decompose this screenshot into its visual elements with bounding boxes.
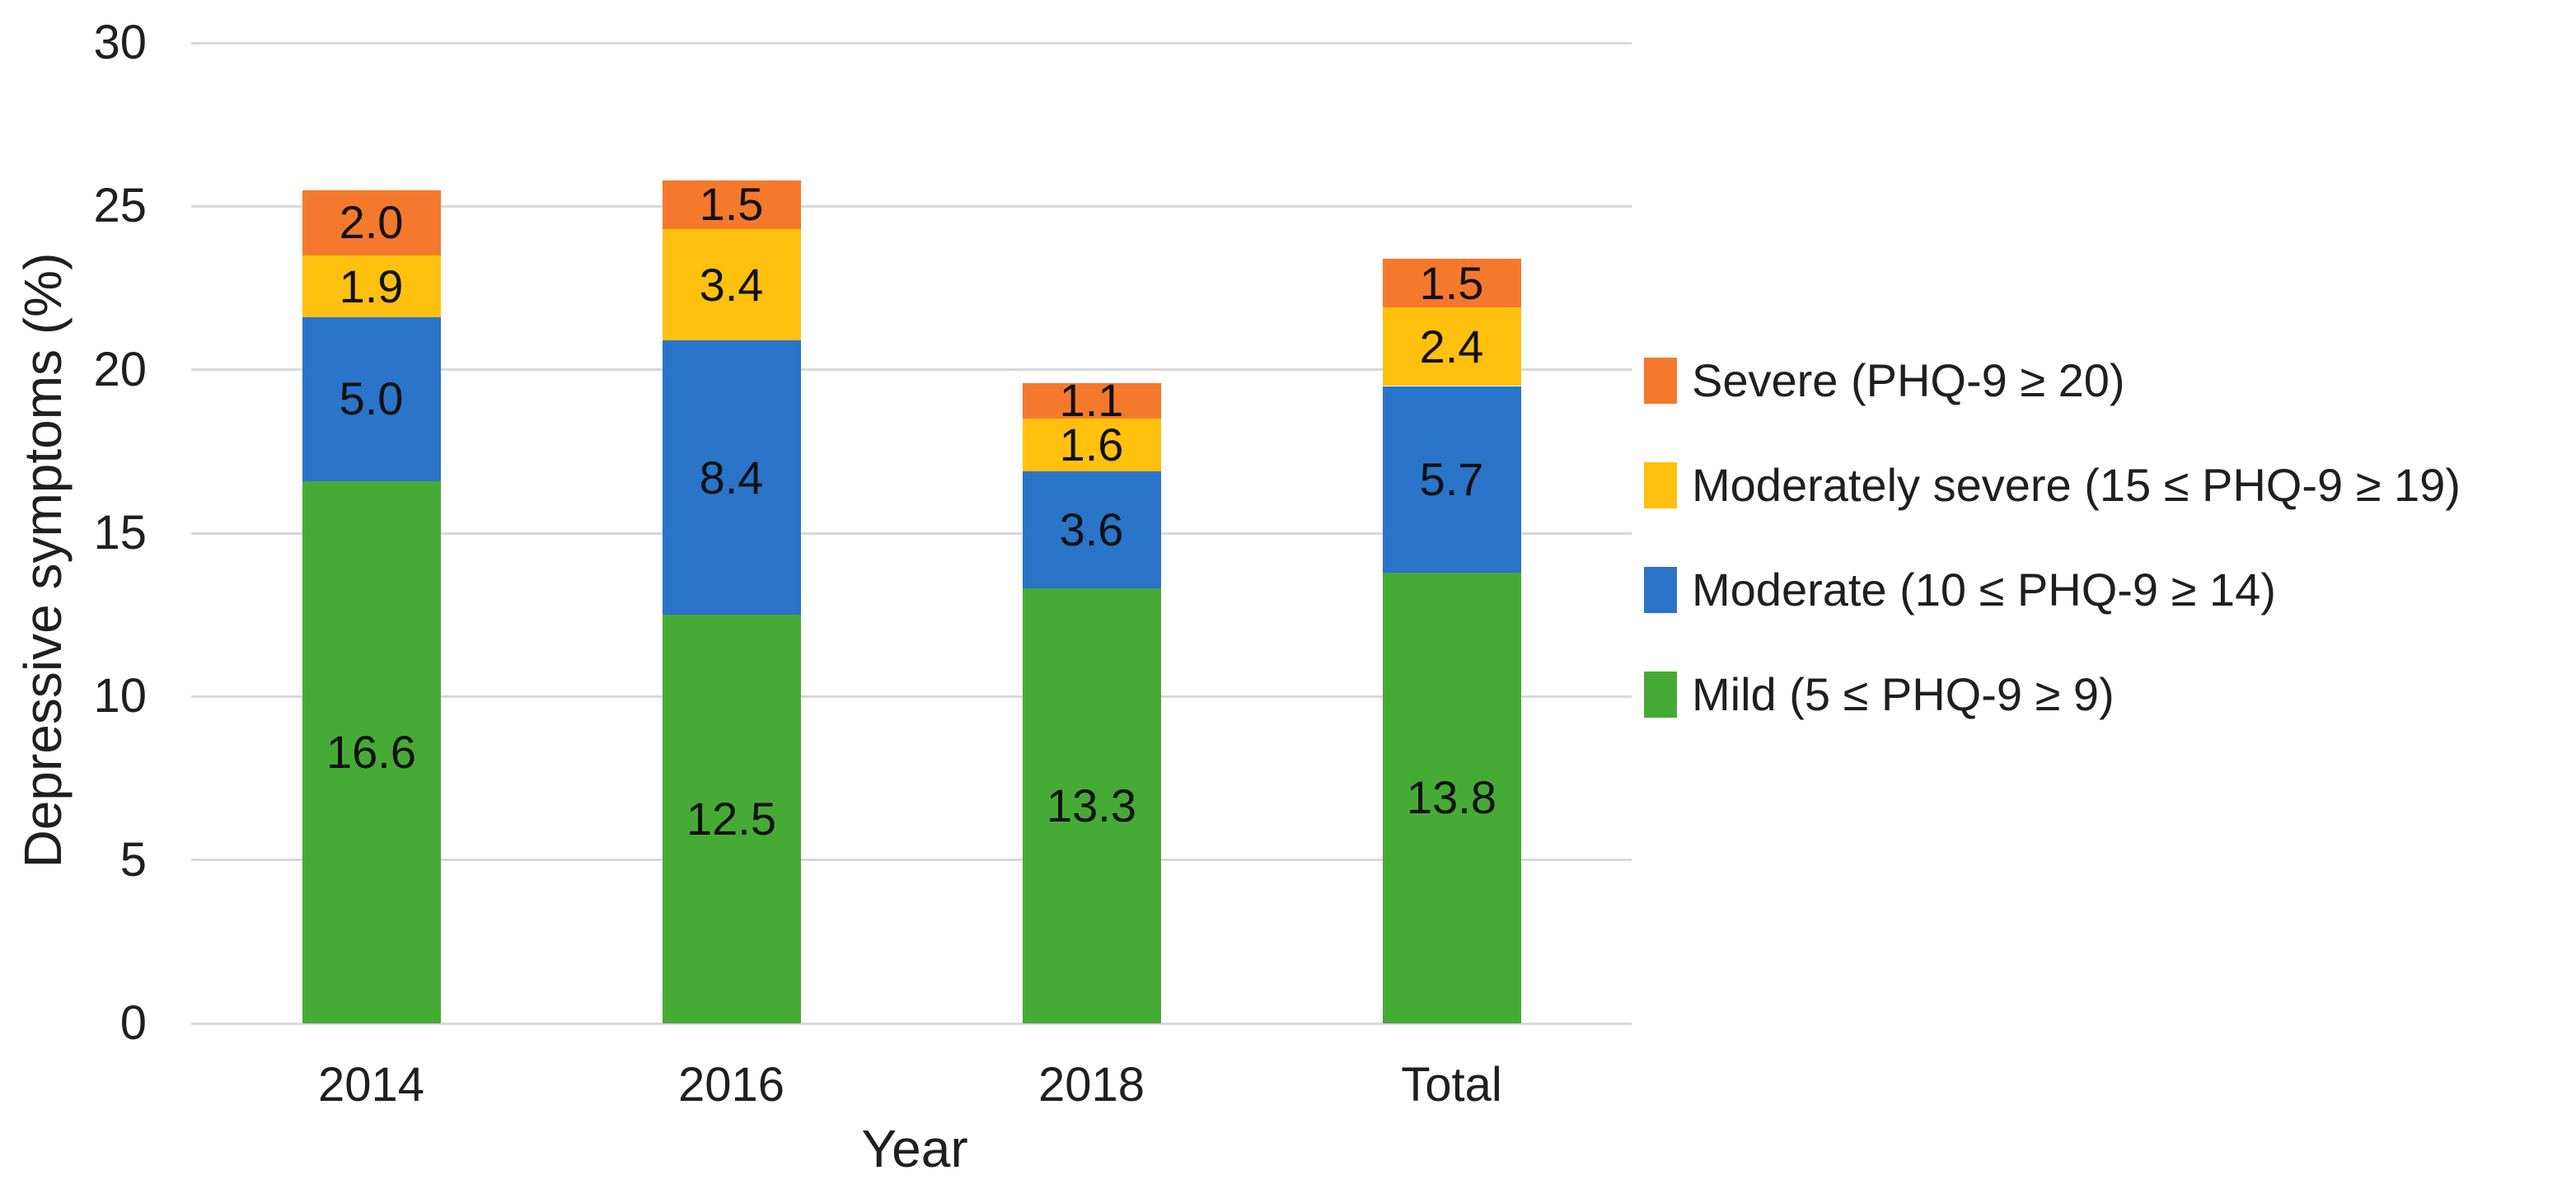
bar-segment: 12.5 bbox=[662, 615, 801, 1023]
bar-segment: 1.9 bbox=[302, 255, 441, 318]
gridline bbox=[191, 695, 1632, 698]
legend-swatch bbox=[1644, 566, 1677, 613]
x-axis-tick-label: 2018 bbox=[1037, 1058, 1145, 1112]
legend-item: Moderately severe (15 ≤ PHQ-9 ≥ 19) bbox=[1644, 433, 2461, 537]
gridline bbox=[191, 859, 1632, 862]
bar-segment: 13.3 bbox=[1022, 588, 1161, 1023]
gridline bbox=[191, 368, 1632, 372]
bar-segment: 2.4 bbox=[1382, 307, 1521, 386]
y-axis-tick-label: 25 bbox=[93, 179, 147, 233]
legend-item: Mild (5 ≤ PHQ-9 ≥ 9) bbox=[1644, 642, 2461, 747]
x-axis-tick-label: 2016 bbox=[677, 1058, 785, 1112]
legend-swatch bbox=[1644, 461, 1677, 508]
y-axis-tick-label: 30 bbox=[93, 16, 147, 69]
bar-segment: 3.6 bbox=[1022, 470, 1161, 589]
legend-label: Mild (5 ≤ PHQ-9 ≥ 9) bbox=[1692, 667, 2115, 720]
x-axis-title: Year bbox=[861, 1119, 968, 1178]
y-axis-tick-label: 15 bbox=[93, 506, 147, 559]
bar-value-label: 13.3 bbox=[1047, 779, 1136, 832]
bar-segment: 2.0 bbox=[302, 190, 441, 255]
y-axis-tick-label: 0 bbox=[119, 996, 147, 1050]
bar-value-label: 5.0 bbox=[339, 372, 404, 425]
gridline bbox=[191, 1022, 1632, 1025]
bar-segment: 1.5 bbox=[1382, 256, 1521, 309]
bar-value-label: 3.4 bbox=[699, 258, 764, 311]
bar-value-label: 3.6 bbox=[1059, 503, 1124, 556]
y-axis-tick-label: 10 bbox=[93, 669, 147, 723]
bar-segment: 5.7 bbox=[1382, 386, 1521, 573]
legend-label: Severe (PHQ-9 ≥ 20) bbox=[1692, 353, 2125, 406]
bar-value-label: 2.4 bbox=[1419, 320, 1484, 372]
legend-label: Moderate (10 ≤ PHQ-9 ≥ 14) bbox=[1692, 563, 2276, 616]
y-axis-tick-label: 5 bbox=[119, 832, 147, 887]
bar-segment: 5.0 bbox=[302, 317, 441, 481]
gridline bbox=[191, 531, 1632, 535]
gridline bbox=[191, 41, 1632, 44]
legend-item: Moderate (10 ≤ PHQ-9 ≥ 14) bbox=[1644, 537, 2461, 642]
legend: Severe (PHQ-9 ≥ 20) Moderately severe (15… bbox=[1644, 328, 2461, 747]
bar-segment: 1.1 bbox=[1022, 377, 1161, 424]
bar-value-label: 1.5 bbox=[1419, 256, 1484, 309]
gridline bbox=[191, 204, 1632, 208]
bar-segment: 1.5 bbox=[662, 178, 801, 231]
y-axis-tick-label: 20 bbox=[93, 342, 147, 396]
bar-value-label: 13.8 bbox=[1407, 771, 1496, 824]
bar-value-label: 12.5 bbox=[686, 793, 776, 845]
bar-value-label: 8.4 bbox=[699, 451, 764, 503]
bar-value-label: 1.6 bbox=[1059, 418, 1124, 470]
bar-segment: 13.8 bbox=[1382, 572, 1521, 1023]
bar-segment: 8.4 bbox=[662, 339, 801, 616]
bar-value-label: 1.5 bbox=[699, 178, 764, 231]
bar-value-label: 5.7 bbox=[1419, 452, 1484, 505]
x-axis-tick-label: Total bbox=[1401, 1058, 1502, 1112]
x-axis-tick-label: 2014 bbox=[317, 1058, 425, 1112]
legend-label: Moderately severe (15 ≤ PHQ-9 ≥ 19) bbox=[1692, 458, 2461, 511]
bar-value-label: 1.9 bbox=[339, 260, 404, 312]
legend-item: Severe (PHQ-9 ≥ 20) bbox=[1644, 328, 2461, 433]
bar-value-label: 2.0 bbox=[339, 196, 404, 249]
bar-value-label: 16.6 bbox=[326, 725, 416, 778]
legend-swatch bbox=[1644, 671, 1677, 718]
legend-swatch bbox=[1644, 357, 1677, 404]
bar-value-label: 1.1 bbox=[1059, 374, 1124, 427]
bar-segment: 3.4 bbox=[662, 229, 801, 340]
bar-segment: 16.6 bbox=[302, 480, 441, 1023]
bar-segment: 1.6 bbox=[1022, 418, 1161, 471]
